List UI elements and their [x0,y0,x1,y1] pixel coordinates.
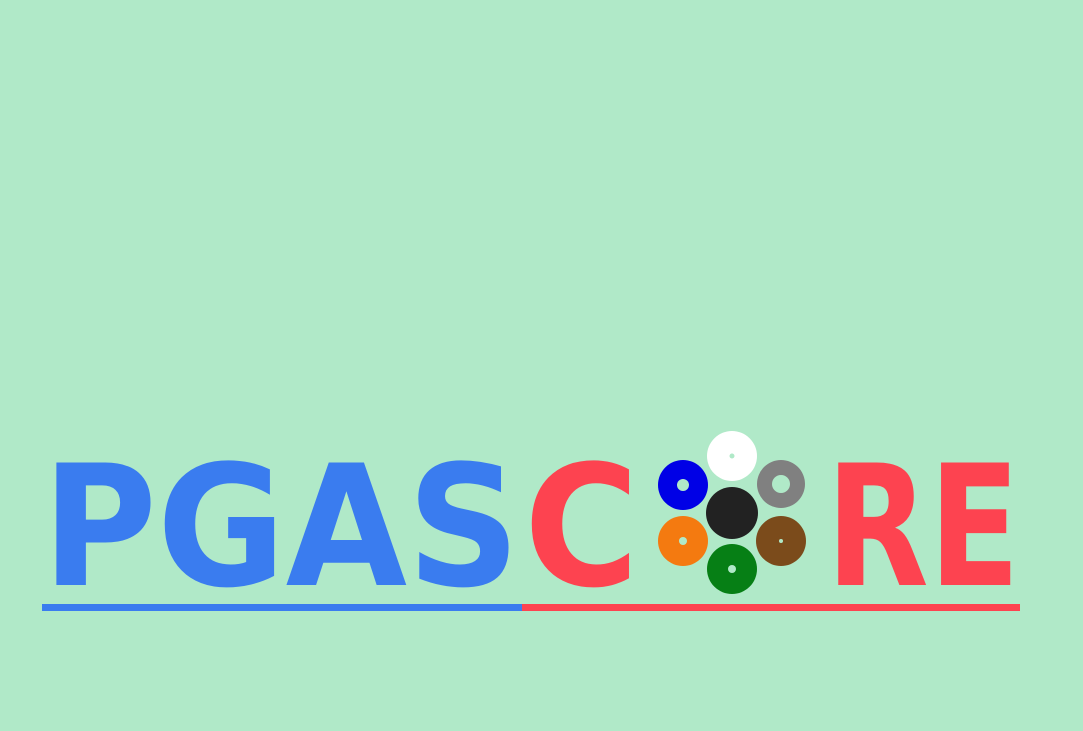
logo-text-c: C [524,429,639,625]
colored-cable-cores-icon [658,431,806,594]
underline-blue [42,604,524,611]
underline-red [522,604,1020,611]
logo-underline [42,604,1020,611]
core-black [706,487,758,539]
logo-text-re: RE [826,429,1020,625]
logo-text-pgas: PGAS [42,429,520,625]
